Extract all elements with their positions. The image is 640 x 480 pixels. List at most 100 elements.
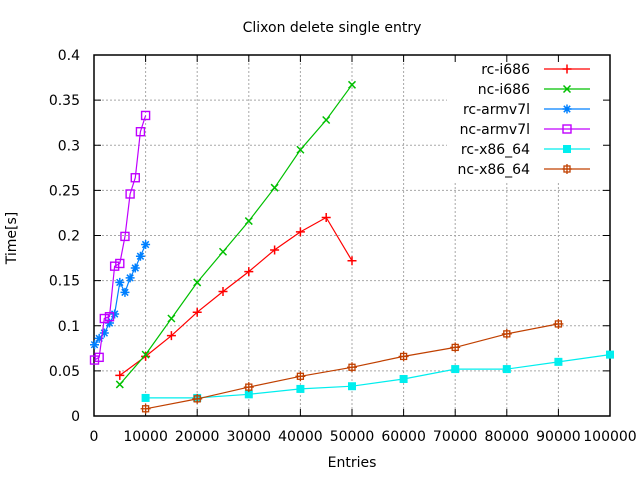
series-marker-nc-i686 [270, 183, 279, 192]
series-marker-nc-x86_64 [245, 383, 253, 391]
y-tick-label: 0.2 [58, 229, 80, 245]
series-marker-rc-x86_64 [399, 374, 408, 383]
series-marker-rc-i686 [295, 227, 305, 237]
legend-marker-rc-x86_64 [563, 145, 571, 153]
series-marker-rc-x86_64 [451, 365, 460, 374]
series-marker-rc-i686 [192, 307, 202, 317]
series-line-nc-armv7l [94, 115, 147, 361]
series-marker-nc-i686 [322, 115, 331, 125]
legend-label-nc-i686: nc-i686 [478, 82, 530, 98]
series-marker-nc-x86_64 [503, 330, 511, 338]
series-marker-rc-armv7l [115, 277, 125, 287]
series-marker-rc-i686 [270, 245, 280, 255]
series-marker-rc-x86_64 [348, 382, 356, 391]
series-line-rc-x86_64 [145, 354, 611, 399]
x-tick-label: 90000 [536, 429, 581, 445]
series-marker-nc-x86_64 [399, 352, 408, 361]
y-tick-label: 0.3 [58, 138, 80, 154]
y-tick-label: 0.35 [49, 93, 80, 109]
series-marker-nc-x86_64 [348, 363, 356, 371]
series-line-rc-i686 [119, 216, 353, 376]
series-marker-rc-x86_64 [554, 357, 563, 366]
series-marker-nc-armv7l [120, 231, 130, 242]
y-tick-label: 0.05 [49, 364, 80, 380]
x-tick-label: 50000 [330, 429, 375, 445]
legend-marker-rc-i686 [562, 64, 572, 74]
series-marker-nc-armv7l [140, 110, 151, 121]
legend-label-rc-i686: rc-i686 [481, 62, 530, 78]
series-marker-nc-armv7l [104, 312, 115, 322]
legend-label-rc-x86_64: rc-x86_64 [461, 142, 530, 158]
series-marker-nc-x86_64 [554, 320, 563, 328]
x-tick-label: 10000 [123, 429, 168, 445]
series-marker-rc-armv7l [110, 309, 120, 319]
x-tick-label: 0 [90, 429, 99, 445]
series-marker-nc-i686 [193, 278, 202, 287]
series-marker-rc-i686 [166, 331, 176, 341]
series-marker-nc-armv7l [135, 127, 146, 137]
series-marker-rc-x86_64 [502, 365, 511, 374]
series-marker-rc-i686 [347, 256, 357, 266]
series-marker-nc-armv7l [115, 258, 125, 269]
series-marker-rc-armv7l [104, 318, 114, 328]
series-marker-nc-x86_64 [193, 395, 201, 403]
series-marker-rc-i686 [244, 267, 254, 277]
y-tick-label: 0.1 [58, 319, 80, 335]
series-marker-nc-i686 [141, 350, 150, 359]
series-marker-rc-i686 [141, 351, 151, 361]
series-marker-rc-armv7l [141, 240, 151, 250]
series-marker-rc-armv7l [120, 287, 130, 297]
x-axis-label: Entries [328, 455, 377, 471]
series-marker-rc-armv7l [130, 263, 140, 273]
series-marker-nc-i686 [244, 217, 253, 226]
series-marker-nc-i686 [296, 145, 305, 154]
x-tick-label: 20000 [175, 429, 220, 445]
series-marker-nc-x86_64 [451, 343, 459, 352]
y-tick-label: 0.25 [49, 183, 80, 199]
series-marker-nc-armv7l [130, 173, 140, 183]
legend-marker-nc-armv7l [562, 124, 572, 134]
series-marker-nc-armv7l [94, 352, 104, 363]
series-marker-rc-x86_64 [606, 350, 614, 359]
series-marker-rc-x86_64 [296, 384, 305, 393]
x-tick-label: 30000 [227, 429, 272, 445]
y-axis-label: Time[s] [4, 212, 20, 265]
legend-marker-nc-x86_64 [563, 165, 571, 173]
series-marker-rc-i686 [218, 286, 228, 296]
y-tick-label: 0.4 [58, 48, 80, 64]
x-tick-label: 40000 [278, 429, 323, 445]
series-marker-rc-i686 [115, 370, 125, 380]
legend-marker-rc-armv7l [562, 104, 572, 114]
series-marker-nc-i686 [347, 80, 357, 89]
y-tick-label: 0.15 [49, 274, 80, 290]
series-marker-rc-x86_64 [244, 390, 253, 399]
series-marker-rc-armv7l [94, 333, 104, 343]
series-marker-rc-i686 [321, 212, 331, 222]
series-marker-nc-armv7l [125, 189, 135, 199]
series-marker-nc-x86_64 [296, 372, 305, 380]
legend-label-rc-armv7l: rc-armv7l [463, 102, 530, 118]
series-marker-nc-i686 [167, 314, 176, 323]
series-marker-nc-i686 [115, 380, 124, 389]
series-marker-rc-armv7l [99, 328, 109, 338]
legend-label-nc-armv7l: nc-armv7l [460, 122, 530, 138]
series-marker-rc-x86_64 [141, 393, 150, 402]
series-marker-nc-armv7l [99, 313, 110, 324]
x-tick-label: 100000 [583, 429, 636, 445]
x-tick-label: 70000 [433, 429, 478, 445]
chart-title: Clixon delete single entry [243, 20, 422, 36]
legend-background [447, 56, 608, 181]
series-marker-rc-armv7l [135, 251, 145, 261]
x-tick-label: 60000 [381, 429, 426, 445]
y-tick-label: 0 [71, 409, 80, 425]
series-marker-rc-armv7l [125, 273, 135, 283]
legend-marker-nc-i686 [562, 84, 572, 94]
series-marker-nc-armv7l [109, 261, 120, 271]
series-line-nc-i686 [119, 84, 353, 385]
series-marker-nc-i686 [218, 247, 228, 256]
series-marker-rc-armv7l [90, 340, 100, 350]
series-marker-nc-x86_64 [141, 405, 150, 413]
legend-label-nc-x86_64: nc-x86_64 [457, 162, 530, 178]
